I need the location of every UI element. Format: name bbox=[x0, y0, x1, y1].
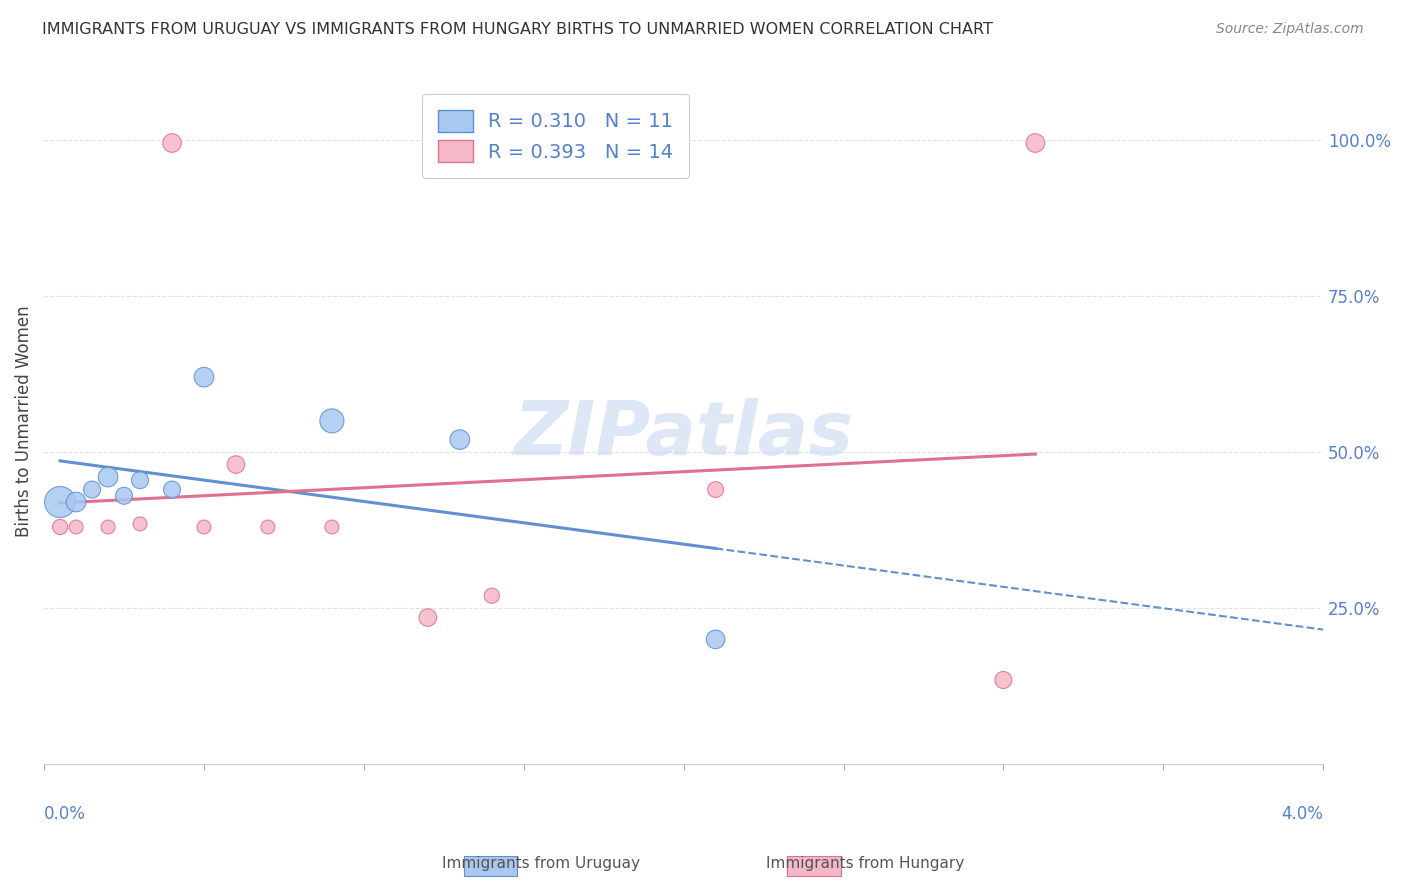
Point bbox=[160, 136, 183, 150]
Point bbox=[704, 632, 727, 647]
Point bbox=[80, 483, 103, 497]
Text: ZIPatlas: ZIPatlas bbox=[513, 398, 853, 471]
Point bbox=[193, 370, 215, 384]
Point bbox=[112, 489, 135, 503]
Point bbox=[193, 520, 215, 534]
Point bbox=[257, 520, 280, 534]
Legend: R = 0.310   N = 11, R = 0.393   N = 14: R = 0.310 N = 11, R = 0.393 N = 14 bbox=[422, 94, 689, 178]
Point bbox=[49, 495, 72, 509]
Text: Immigrants from Uruguay: Immigrants from Uruguay bbox=[443, 856, 640, 871]
Point bbox=[1024, 136, 1046, 150]
Point bbox=[993, 673, 1015, 687]
Point bbox=[160, 483, 183, 497]
Point bbox=[225, 458, 247, 472]
Point bbox=[481, 589, 503, 603]
Point bbox=[449, 433, 471, 447]
Text: 4.0%: 4.0% bbox=[1281, 805, 1323, 823]
Text: 0.0%: 0.0% bbox=[44, 805, 86, 823]
Point bbox=[129, 473, 152, 487]
Text: Source: ZipAtlas.com: Source: ZipAtlas.com bbox=[1216, 22, 1364, 37]
Point bbox=[97, 520, 120, 534]
Point bbox=[416, 610, 439, 624]
Point bbox=[321, 414, 343, 428]
Point bbox=[321, 520, 343, 534]
Point bbox=[129, 516, 152, 531]
Text: IMMIGRANTS FROM URUGUAY VS IMMIGRANTS FROM HUNGARY BIRTHS TO UNMARRIED WOMEN COR: IMMIGRANTS FROM URUGUAY VS IMMIGRANTS FR… bbox=[42, 22, 993, 37]
Point bbox=[704, 483, 727, 497]
Point bbox=[65, 495, 87, 509]
Text: Immigrants from Hungary: Immigrants from Hungary bbox=[765, 856, 965, 871]
Y-axis label: Births to Unmarried Women: Births to Unmarried Women bbox=[15, 305, 32, 537]
Point bbox=[97, 470, 120, 484]
Point bbox=[65, 520, 87, 534]
Point bbox=[49, 520, 72, 534]
